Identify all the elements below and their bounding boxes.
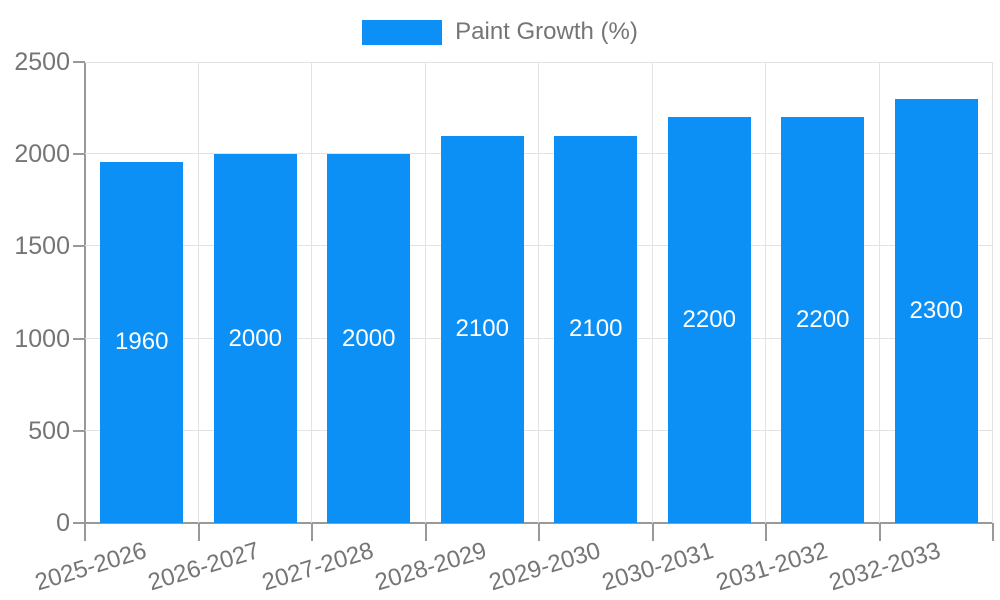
x-axis-tick bbox=[197, 523, 200, 541]
y-tick-label: 1500 bbox=[14, 232, 70, 261]
x-axis-tick bbox=[311, 523, 313, 541]
gridline-horizontal bbox=[85, 245, 993, 247]
x-tick-label: 2031-2032 bbox=[712, 537, 831, 597]
y-tick-label: 2000 bbox=[14, 140, 70, 169]
bar[interactable] bbox=[667, 117, 751, 523]
y-tick-label: 0 bbox=[56, 509, 70, 537]
bar-value-label: 2100 bbox=[455, 315, 509, 343]
x-axis-tick bbox=[84, 523, 86, 541]
x-axis-tick bbox=[651, 523, 654, 541]
x-tick-label: 2029-2030 bbox=[485, 537, 604, 597]
y-tick-label: 1000 bbox=[14, 324, 70, 353]
gridline-horizontal bbox=[85, 429, 993, 431]
plot-area: 1960 2000 2000 2100 2100 2200 2200 2300 bbox=[85, 62, 993, 523]
x-axis-tick bbox=[765, 523, 767, 541]
gridline-vertical bbox=[992, 62, 993, 523]
y-axis-tick bbox=[73, 337, 85, 340]
x-axis-tick bbox=[424, 523, 427, 541]
x-tick-label: 2025-2026 bbox=[31, 537, 150, 597]
y-axis-tick bbox=[73, 61, 85, 63]
y-tick-label: 2500 bbox=[14, 48, 70, 76]
bar-value-label: 1960 bbox=[115, 328, 169, 356]
x-axis-tick bbox=[992, 523, 994, 541]
gridline-horizontal bbox=[85, 337, 993, 339]
y-tick-label: 500 bbox=[28, 416, 70, 445]
legend-swatch bbox=[362, 19, 443, 45]
bar-value-label: 2000 bbox=[342, 324, 396, 352]
y-axis: 0 500 1000 1500 2000 2500 bbox=[0, 48, 85, 537]
y-axis-tick bbox=[73, 245, 85, 248]
gridline-vertical bbox=[765, 62, 766, 523]
x-tick-label: 2032-2033 bbox=[826, 537, 945, 597]
bar-value-label: 2200 bbox=[682, 306, 736, 334]
gridline-horizontal bbox=[85, 153, 993, 155]
gridline-vertical bbox=[538, 62, 539, 523]
x-axis-tick bbox=[538, 523, 540, 541]
x-tick-label: 2028-2029 bbox=[372, 537, 491, 597]
legend-item[interactable]: Paint Growth (%) bbox=[0, 18, 1000, 46]
gridline-vertical bbox=[878, 62, 880, 523]
x-tick-label: 2027-2028 bbox=[258, 537, 377, 597]
x-tick-label: 2026-2027 bbox=[145, 537, 264, 597]
bar[interactable] bbox=[554, 135, 638, 523]
gridline-horizontal bbox=[85, 62, 993, 63]
gridline-vertical bbox=[197, 62, 199, 523]
bar[interactable] bbox=[100, 161, 184, 523]
bar[interactable] bbox=[440, 135, 524, 523]
bar[interactable] bbox=[781, 117, 865, 523]
y-axis-line bbox=[84, 62, 86, 523]
gridline-vertical bbox=[651, 62, 653, 523]
bar[interactable] bbox=[327, 154, 411, 523]
legend-label: Paint Growth (%) bbox=[455, 18, 638, 45]
y-axis-tick bbox=[73, 429, 85, 432]
bar-value-label: 2000 bbox=[228, 324, 282, 352]
gridline-vertical bbox=[424, 62, 426, 523]
y-axis-tick bbox=[73, 522, 85, 524]
x-axis-tick bbox=[878, 523, 881, 541]
x-axis: 2025-2026 2026-2027 2027-2028 2028-2029 2029… bbox=[32, 523, 994, 600]
bar-value-label: 2200 bbox=[796, 306, 850, 334]
bar[interactable] bbox=[213, 154, 297, 523]
bar[interactable] bbox=[894, 98, 978, 523]
bar-value-label: 2100 bbox=[569, 315, 623, 343]
gridline-vertical bbox=[311, 62, 312, 523]
x-tick-label: 2030-2031 bbox=[599, 537, 718, 597]
bar-value-label: 2300 bbox=[909, 296, 963, 324]
y-axis-tick bbox=[73, 153, 85, 156]
